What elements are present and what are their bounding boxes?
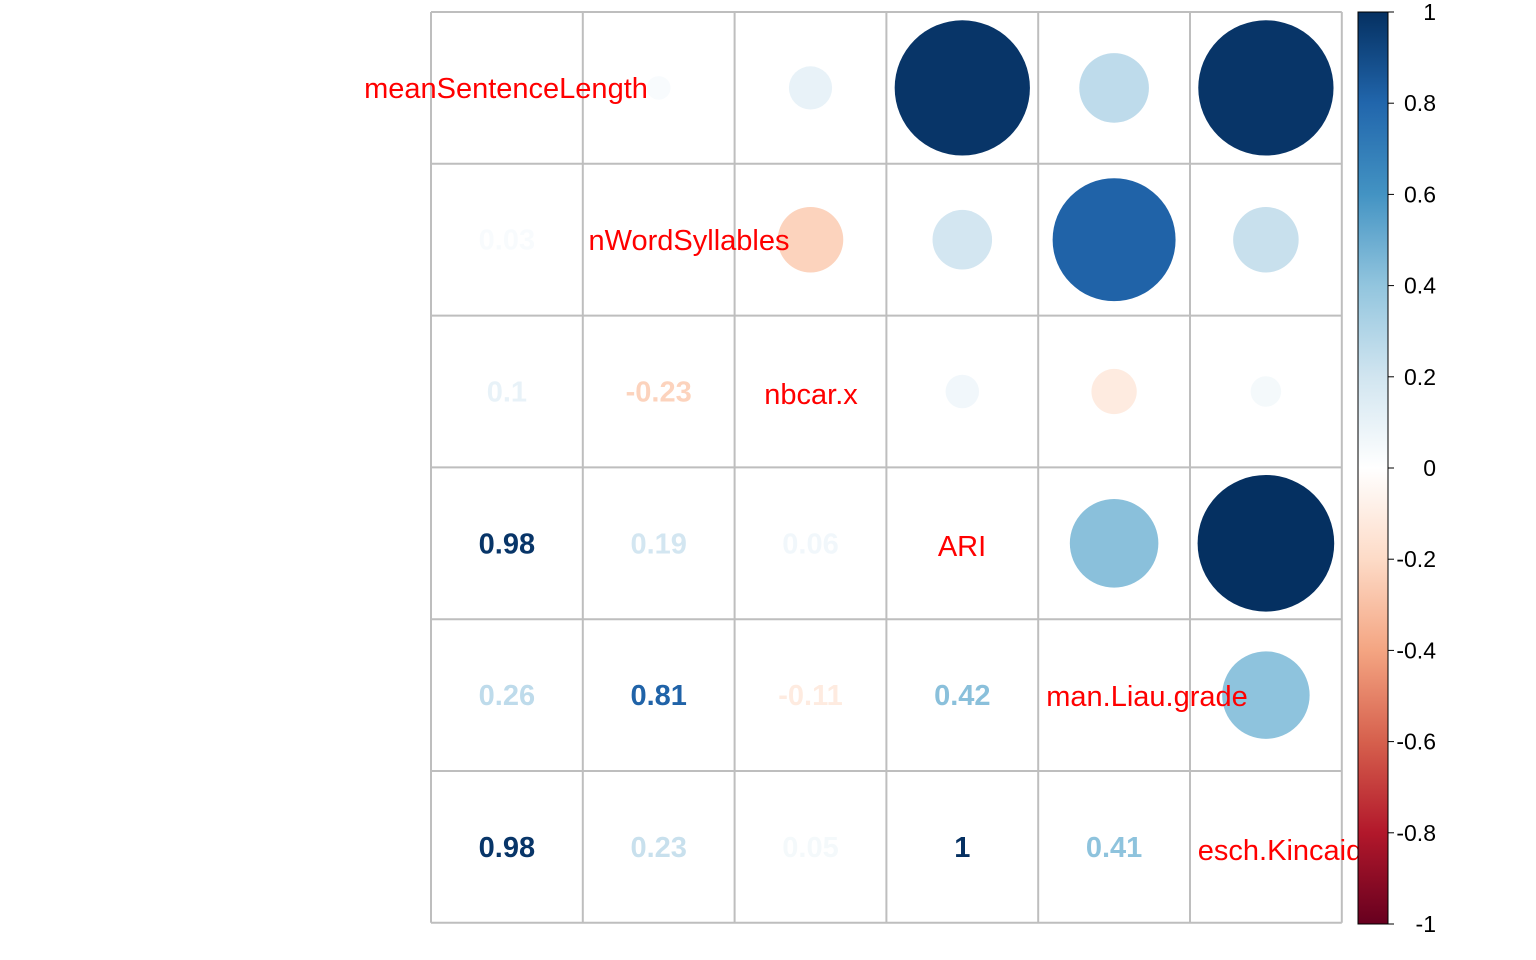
corr-circle-r1-c5 (1233, 206, 1299, 273)
colorbar-tick-label: 0.2 (1404, 364, 1436, 390)
corr-circle-r0-c3 (894, 20, 1030, 156)
corr-circle-r2-c5 (1250, 376, 1282, 407)
corr-number-r5-c0: 0.98 (479, 832, 535, 864)
corr-circle-r0-c1 (646, 76, 671, 100)
diagonal-label-4: man.Liau.grade (1046, 681, 1248, 713)
colorbar-tick-label: -0.8 (1396, 820, 1436, 846)
colorbar-tick-label: -0.6 (1396, 729, 1436, 755)
colorbar-tick-label: -0.2 (1396, 546, 1436, 572)
colorbar-tick-label: 0.4 (1404, 273, 1436, 299)
corr-number-r2-c0: 0.1 (487, 377, 527, 409)
corr-number-r3-c2: 0.06 (782, 528, 838, 560)
diagonal-label-3: ARI (938, 531, 986, 563)
corr-number-r3-c0: 0.98 (479, 528, 535, 560)
corr-circle-r2-c4 (1091, 368, 1137, 415)
colorbar-tick-label: 1 (1423, 0, 1436, 25)
corr-number-r5-c3: 1 (954, 832, 970, 864)
corr-number-r4-c1: 0.81 (630, 680, 686, 712)
corr-number-r4-c0: 0.26 (479, 680, 535, 712)
corr-circle-r0-c5 (1198, 20, 1334, 156)
colorbar-rect (1357, 11, 1389, 925)
corr-number-r5-c4: 0.41 (1086, 832, 1142, 864)
corr-circle-r4-c5 (1222, 651, 1310, 739)
upper-circles (646, 20, 1335, 739)
colorbar-tick-label: -0.4 (1396, 637, 1436, 663)
corr-circle-r3-c5 (1197, 474, 1335, 612)
colorbar: 1 0.8 0.6 0.4 0.2 0 -0.2 -0.4 -0.6 -0.8 -1 (1357, 0, 1436, 937)
corr-number-r4-c2: -0.11 (778, 680, 843, 712)
grid (430, 11, 1343, 924)
corr-number-r3-c1: 0.19 (630, 528, 686, 560)
colorbar-tick-label: -1 (1416, 911, 1436, 937)
corr-circle-r1-c3 (932, 209, 993, 270)
colorbar-tick-label: 0.8 (1404, 90, 1436, 116)
corr-number-r2-c1: -0.23 (626, 377, 692, 409)
diagonal-label-1: nWordSyllables (589, 225, 790, 257)
corr-number-r5-c2: 0.05 (782, 832, 838, 864)
colorbar-tick-label: 0.6 (1404, 181, 1436, 207)
corr-circle-r3-c4 (1069, 499, 1159, 588)
diagonal-label-0: meanSentenceLength (364, 73, 648, 105)
corr-number-r4-c3: 0.42 (934, 680, 990, 712)
diagonal-labels: meanSentenceLength nWordSyllables nbcar.x A… (364, 73, 1362, 867)
lower-numbers: 0.03 0.1 -0.23 0.98 0.19 0.06 0.26 0.81 -0.11 0.4… (479, 225, 1143, 864)
corr-circle-r1-c4 (1052, 178, 1176, 302)
corr-number-r1-c0: 0.03 (479, 225, 535, 257)
corr-circle-r1-c2 (777, 206, 844, 273)
corr-number-r5-c1: 0.23 (630, 832, 686, 864)
corr-circle-r2-c3 (945, 374, 980, 409)
diagonal-label-2: nbcar.x (764, 379, 858, 411)
colorbar-tick-label: 0 (1423, 455, 1436, 481)
corr-circle-r0-c2 (788, 66, 833, 110)
corr-circle-r0-c4 (1079, 53, 1149, 123)
diagonal-label-5: esch.Kincaid (1198, 835, 1362, 867)
